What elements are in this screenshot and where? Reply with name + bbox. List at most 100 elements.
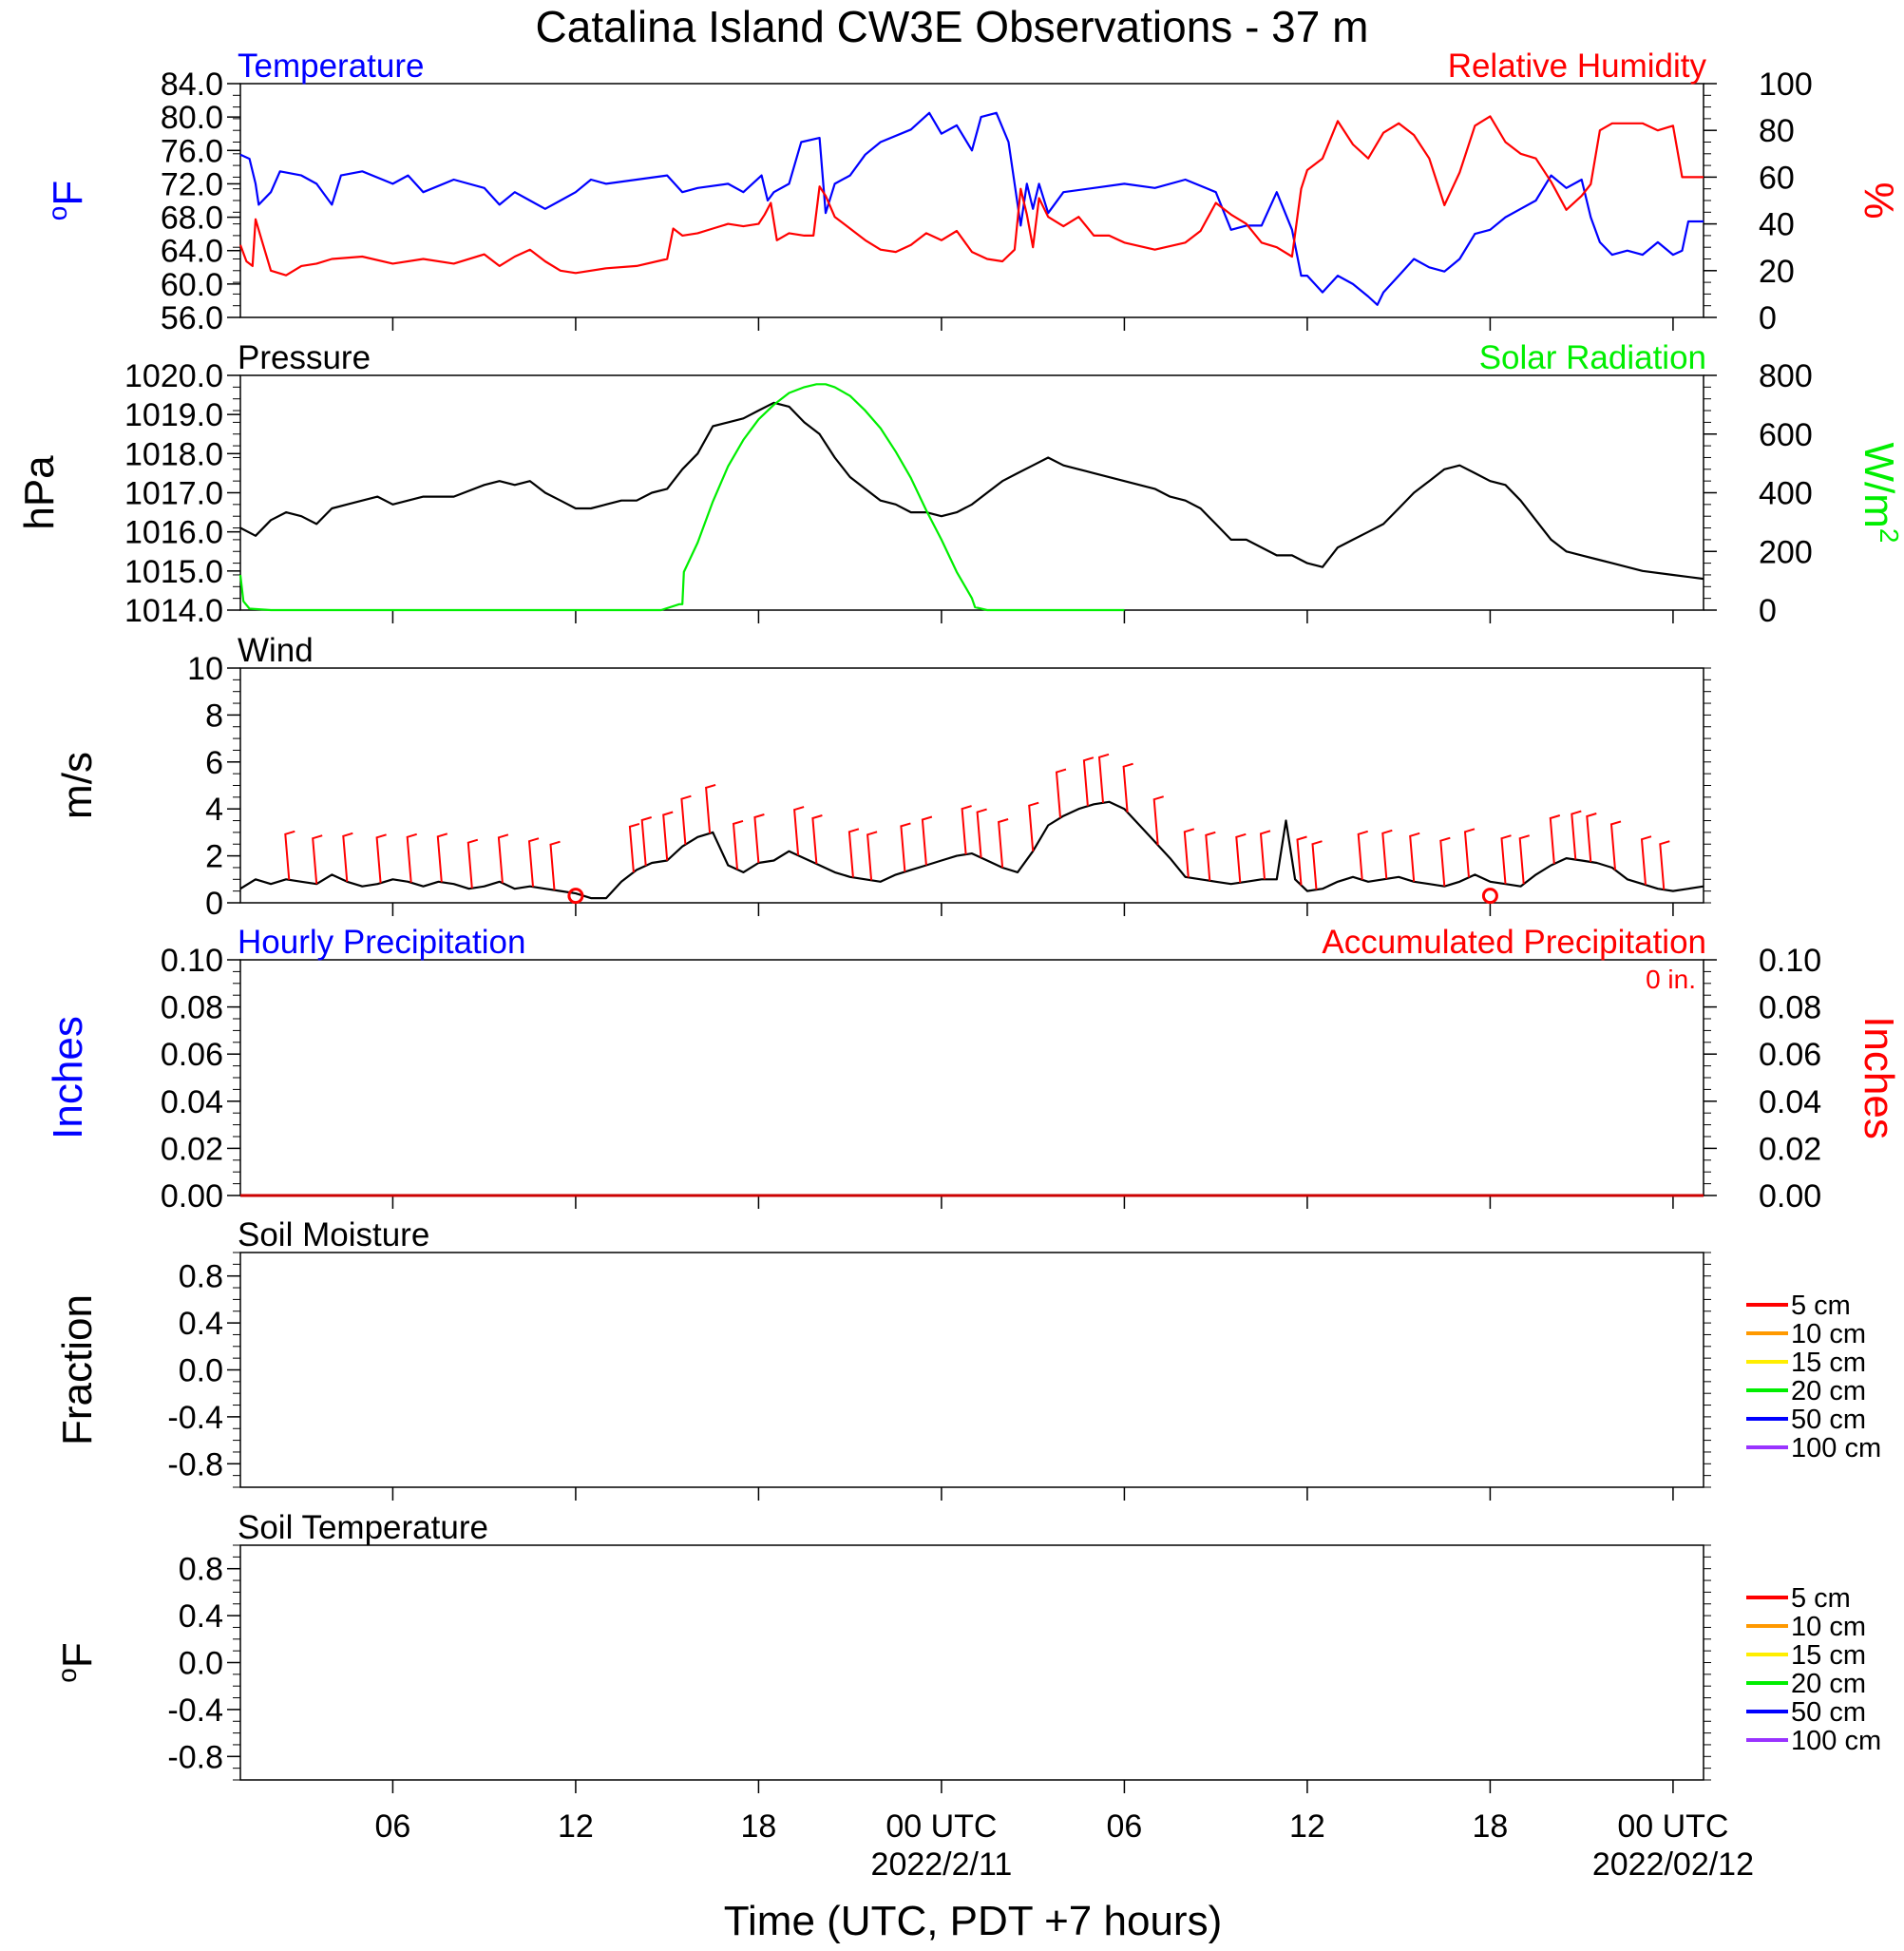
series-line-wind (239, 800, 1704, 900)
series-line-solar-radiation (238, 383, 1125, 612)
wind-barb (753, 813, 765, 864)
panel-wind: 0 2 4 6 8 10 Wind m/s (54, 632, 1711, 922)
x-tick-label: 00 UTC (1617, 1808, 1728, 1845)
wind-barb (406, 832, 417, 883)
wind-barb (1659, 840, 1670, 890)
left-tick-label: 0.4 (179, 1306, 223, 1342)
left-axis-label: Inches (45, 1016, 91, 1139)
left-tick-label: 0.0 (179, 1353, 223, 1389)
left-tick-label: 0.10 (161, 943, 223, 979)
wind-barb (628, 822, 640, 872)
wind-barb (1463, 828, 1476, 878)
left-tick-label: 0 (205, 886, 223, 922)
chart-title: Catalina Island CW3E Observations - 37 m (536, 2, 1369, 51)
wind-barb (1311, 840, 1323, 890)
wind-barb (640, 816, 652, 867)
wind-barb (466, 838, 479, 889)
panel-left-title: Pressure (238, 339, 371, 376)
panel-left-title: Wind (238, 632, 314, 669)
left-tick-label: 0.8 (179, 1552, 223, 1588)
wind-barb (1609, 820, 1622, 870)
calm-wind-marker (1481, 888, 1498, 905)
wind-barb (1055, 768, 1067, 818)
panel-left-title: Hourly Precipitation (238, 924, 525, 961)
panels-group: 56.060.064.068.072.076.080.084.002040608… (16, 48, 1904, 1883)
panel-right-title: Relative Humidity (1448, 48, 1707, 85)
right-tick-label: 0 (1759, 300, 1777, 336)
legend-label: 100 cm (1791, 1433, 1881, 1463)
x-tick-label: 18 (741, 1808, 777, 1845)
right-tick-label: 0.10 (1759, 943, 1821, 979)
left-tick-label: 0.04 (161, 1084, 223, 1120)
legend-label: 10 cm (1791, 1612, 1866, 1642)
left-axis-label: oF (52, 1642, 101, 1682)
left-tick-label: -0.4 (167, 1693, 223, 1729)
precip-total-annotation: 0 in. (1646, 965, 1696, 994)
calm-wind-marker (567, 888, 584, 905)
right-tick-label: 100 (1759, 67, 1813, 103)
right-tick-label: 800 (1759, 358, 1813, 394)
left-tick-label: -0.4 (167, 1400, 223, 1436)
wind-barb (680, 794, 692, 845)
legend-label: 50 cm (1791, 1405, 1866, 1435)
left-tick-label: 1017.0 (124, 476, 223, 512)
panel-soil_temp: -0.8 -0.4 0.0 0.4 0.8 Soil Temperature oF 5 cm1… (52, 1509, 1881, 1793)
legend-label: 20 cm (1791, 1669, 1866, 1699)
x-tick-label: 06 (375, 1808, 411, 1845)
left-axis-label: m/s (54, 752, 101, 819)
right-tick-label: 0.00 (1759, 1178, 1821, 1215)
right-axis-label: Inches (1856, 1016, 1902, 1139)
x-tick-date-label: 2022/2/11 (871, 1846, 1013, 1883)
series-line-relative-humidity (238, 115, 1704, 277)
wind-barb (1028, 801, 1039, 851)
legend-label: 20 cm (1791, 1376, 1866, 1406)
wind-barb (549, 840, 561, 890)
left-tick-label: 1016.0 (124, 515, 223, 551)
wind-barb (866, 831, 878, 881)
wind-barb (1122, 762, 1133, 813)
legend-label: 5 cm (1791, 1583, 1851, 1614)
left-axis-label: hPa (16, 455, 63, 530)
right-tick-label: 60 (1759, 160, 1795, 196)
right-tick-label: 0 (1759, 593, 1777, 629)
wind-barb (375, 833, 387, 884)
wind-barb (793, 806, 805, 856)
left-tick-label: 76.0 (161, 133, 223, 169)
left-tick-label: 0.8 (179, 1259, 223, 1295)
left-tick-label: 1014.0 (124, 593, 223, 629)
x-tick-label: 06 (1107, 1808, 1143, 1845)
wind-barb (1235, 832, 1247, 883)
right-axis-label: % (1856, 182, 1902, 219)
left-tick-label: 0.08 (161, 990, 223, 1026)
right-tick-label: 0.02 (1759, 1131, 1821, 1167)
left-tick-label: 1015.0 (124, 554, 223, 590)
series-line-pressure (239, 401, 1704, 581)
left-tick-label: 0.4 (179, 1598, 223, 1635)
left-tick-label: 0.02 (161, 1131, 223, 1167)
wind-barb (312, 834, 323, 885)
left-tick-label: 80.0 (161, 100, 223, 136)
left-tick-label: 56.0 (161, 300, 223, 336)
x-tick-label: 12 (558, 1808, 594, 1845)
legend-label: 50 cm (1791, 1697, 1866, 1728)
left-tick-label: -0.8 (167, 1739, 223, 1775)
legend-label: 5 cm (1791, 1291, 1851, 1321)
left-tick-label: 0.0 (179, 1646, 223, 1682)
panel-precip: 0.00 0.02 0.04 0.06 0.08 0.10 0.00 0.02 0.04 0.06… (45, 924, 1902, 1215)
right-tick-label: 20 (1759, 254, 1795, 290)
panel-left-title: Soil Moisture (238, 1216, 429, 1253)
panel-left-title: Soil Temperature (238, 1509, 488, 1546)
wind-barb (527, 837, 540, 888)
panel-right-title: Solar Radiation (1479, 339, 1706, 376)
legend-label: 15 cm (1791, 1348, 1866, 1378)
wind-barb (811, 814, 823, 865)
wind-barb (1296, 835, 1307, 886)
left-axis-label: Fraction (54, 1294, 101, 1445)
left-tick-label: 8 (205, 698, 223, 734)
wind-barb (662, 811, 674, 861)
wind-barb (1586, 813, 1597, 863)
right-tick-label: 200 (1759, 534, 1813, 570)
wind-barb (1549, 814, 1561, 865)
